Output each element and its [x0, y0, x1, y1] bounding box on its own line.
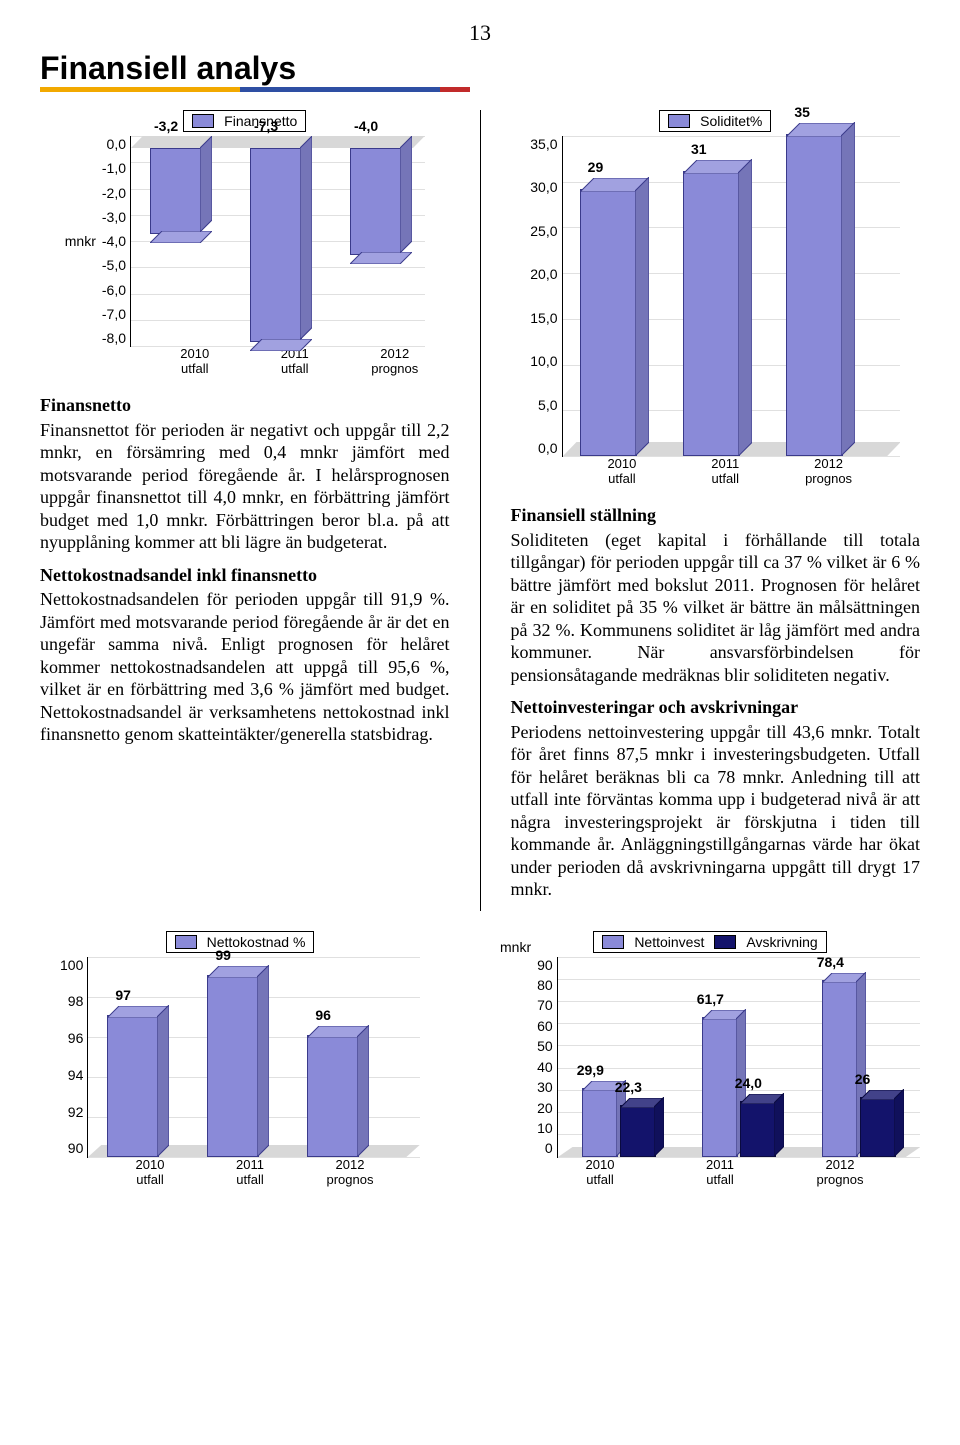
nettokostnad-paragraph: Nettokostnadsandelen för perioden uppgår…: [40, 588, 450, 746]
finansnetto-heading-text: Finansnetto: [40, 395, 131, 415]
left-column: Finansnettomnkr0,0-1,0-2,0-3,0-4,0-5,0-6…: [40, 110, 450, 911]
column-divider: [480, 110, 481, 911]
nettokostnad-chart-wrap: Nettokostnad %10098969492909799962010 ut…: [40, 931, 440, 1205]
nettokostnad-chart: Nettokostnad %10098969492909799962010 ut…: [60, 931, 420, 1187]
nettoinvest-heading-text: Nettoinvesteringar och avskrivningar: [511, 697, 799, 717]
finansnetto-paragraph: Finansnettot för perioden är negativt oc…: [40, 419, 450, 554]
finansnetto-chart: Finansnettomnkr0,0-1,0-2,0-3,0-4,0-5,0-6…: [65, 110, 425, 376]
nettoinvest-chart: NettoinvestAvskrivningmnkr90807060504030…: [500, 931, 920, 1187]
nettoinvest-paragraph: Periodens nettoinvestering uppgår till 4…: [511, 721, 921, 901]
two-columns: Finansnettomnkr0,0-1,0-2,0-3,0-4,0-5,0-6…: [40, 110, 920, 911]
nettokostnad-heading-text: Nettokostnadsandel inkl finansnetto: [40, 565, 317, 585]
finansiell-stallning-paragraph: Soliditeten (eget kapital i förhållande …: [511, 529, 921, 687]
finansiell-stallning-heading: Finansiell ställning: [511, 504, 921, 527]
page-number: 13: [40, 20, 920, 46]
title-underline: [40, 87, 470, 92]
nettoinvest-chart-wrap: NettoinvestAvskrivningmnkr90807060504030…: [500, 931, 920, 1205]
right-column: Soliditet%35,030,025,020,015,010,05,00,0…: [511, 110, 921, 911]
page-title: Finansiell analys: [40, 50, 920, 87]
finansnetto-heading: Finansnetto: [40, 394, 450, 417]
soliditet-chart: Soliditet%35,030,025,020,015,010,05,00,0…: [530, 110, 900, 486]
nettoinvest-heading: Nettoinvesteringar och avskrivningar: [511, 696, 921, 719]
nettokostnad-heading: Nettokostnadsandel inkl finansnetto: [40, 564, 450, 587]
bottom-row: Nettokostnad %10098969492909799962010 ut…: [40, 931, 920, 1205]
page: 13 Finansiell analys Finansnettomnkr0,0-…: [0, 0, 960, 1235]
finansiell-stallning-heading-text: Finansiell ställning: [511, 505, 657, 525]
